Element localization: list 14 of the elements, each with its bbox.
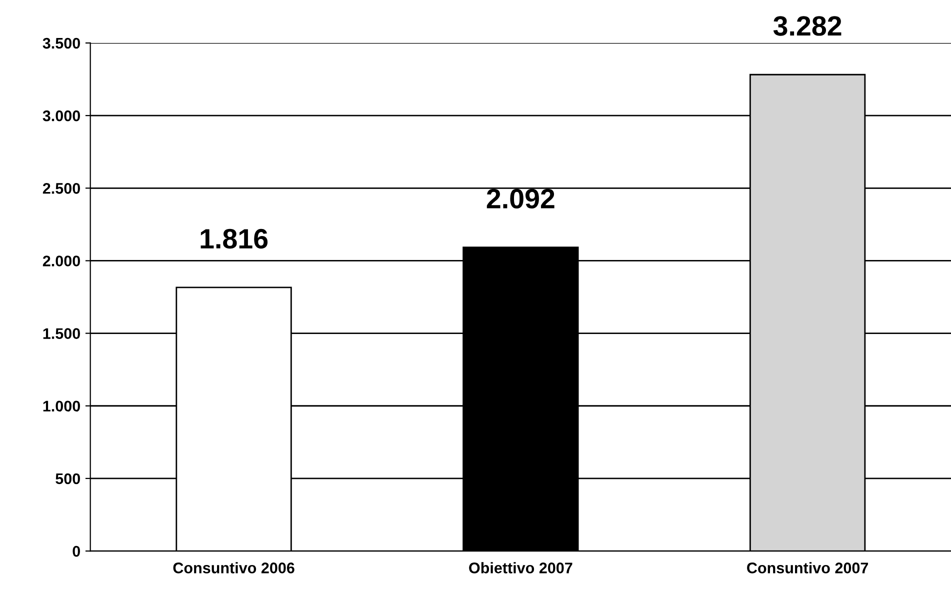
y-tick-label: 0 xyxy=(72,546,80,557)
x-tick-label: Consuntivo 2006 xyxy=(173,562,294,574)
x-tick-label: Consuntivo 2007 xyxy=(747,562,868,574)
y-tick-label: 2.500 xyxy=(42,183,80,194)
y-tick-label: 1.000 xyxy=(43,400,80,412)
y-tick-label: 500 xyxy=(56,473,80,484)
data-label: 3.282 xyxy=(773,16,842,36)
data-label: 1.816 xyxy=(200,228,268,249)
data-label: 2.092 xyxy=(486,188,554,209)
x-tick-label: Obiettivo 2007 xyxy=(469,562,572,574)
y-tick-label: 1.500 xyxy=(43,328,80,339)
y-tick-label: 2.000 xyxy=(42,256,80,266)
y-tick-label: 3.500 xyxy=(42,38,80,49)
y-tick-label: 3.000 xyxy=(42,110,80,122)
